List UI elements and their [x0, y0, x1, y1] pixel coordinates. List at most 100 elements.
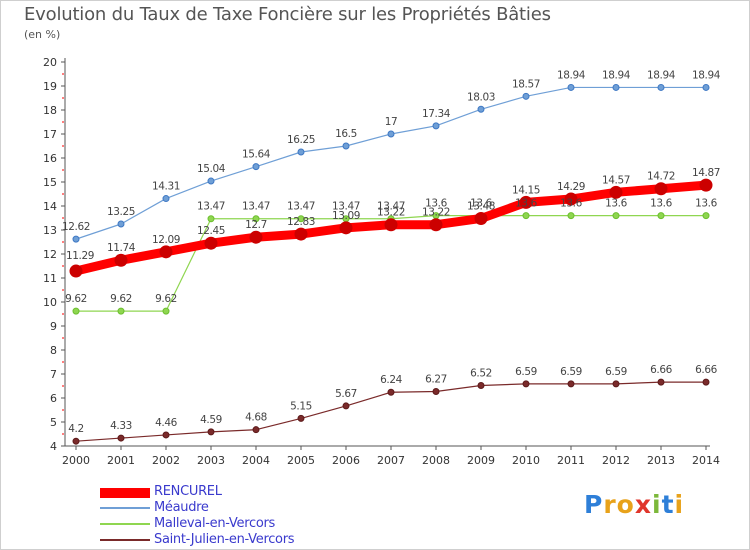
x-tick-label: 2005: [287, 454, 315, 467]
data-point: [657, 378, 665, 386]
legend-item-meaudre: Méaudre: [100, 500, 360, 516]
chart-legend: RENCUREL Méaudre Malleval-en-Vercors Sai…: [100, 484, 360, 548]
y-tick-label: 18: [43, 104, 57, 117]
data-label: 18.03: [467, 91, 495, 103]
legend-label-saint-julien: Saint-Julien-en-Vercors: [154, 532, 295, 547]
data-point: [702, 83, 710, 91]
data-label: 12.45: [197, 225, 225, 237]
x-tick-label: 2007: [377, 454, 405, 467]
y-tick-label: 10: [43, 296, 57, 309]
data-point: [522, 380, 530, 388]
data-point: [702, 212, 710, 220]
data-point: [612, 83, 620, 91]
data-label: 9.62: [110, 293, 132, 305]
y-tick-label: 17: [43, 128, 57, 141]
y-tick-label: 15: [43, 176, 57, 189]
legend-item-saint-julien: Saint-Julien-en-Vercors: [100, 532, 360, 548]
data-point: [252, 163, 260, 171]
logo-letter: x: [634, 490, 652, 519]
data-point: [207, 177, 215, 185]
data-label: 12.83: [287, 216, 315, 228]
data-point: [432, 388, 440, 396]
data-label: 4.59: [200, 414, 222, 426]
x-tick-label: 2009: [467, 454, 495, 467]
x-tick-label: 2006: [332, 454, 360, 467]
data-point: [609, 185, 623, 199]
data-point: [567, 83, 575, 91]
data-label: 9.62: [65, 293, 87, 305]
legend-label-malleval: Malleval-en-Vercors: [154, 516, 275, 531]
data-label: 13.6: [425, 198, 447, 210]
y-tick-label: 4: [50, 440, 57, 453]
data-label: 6.24: [380, 374, 402, 386]
data-label: 18.94: [557, 69, 586, 81]
logo-letter: i: [652, 490, 662, 519]
data-point: [72, 437, 80, 445]
legend-label-rencurel: RENCUREL: [154, 484, 222, 499]
data-label: 13.47: [332, 201, 360, 213]
data-point: [477, 382, 485, 390]
proxiti-logo: Proxiti: [584, 490, 684, 519]
data-point: [432, 122, 440, 130]
y-tick-label: 20: [43, 56, 57, 69]
data-point: [474, 211, 488, 225]
data-label: 14.57: [602, 174, 630, 186]
data-label: 13.6: [560, 198, 582, 210]
data-label: 13.09: [332, 210, 360, 222]
legend-item-rencurel: RENCUREL: [100, 484, 360, 500]
x-tick-label: 2010: [512, 454, 540, 467]
data-label: 13.6: [515, 198, 537, 210]
data-label: 13.6: [650, 198, 672, 210]
x-tick-label: 2001: [107, 454, 135, 467]
data-label: 6.59: [515, 366, 537, 378]
data-point: [249, 230, 263, 244]
data-point: [567, 212, 575, 220]
x-tick-label: 2003: [197, 454, 225, 467]
y-tick-label: 13: [43, 224, 57, 237]
data-point: [72, 235, 80, 243]
data-point: [657, 83, 665, 91]
data-label: 18.94: [602, 69, 631, 81]
data-label: 6.66: [650, 364, 672, 376]
data-label: 18.57: [512, 78, 540, 90]
x-tick-label: 2013: [647, 454, 675, 467]
data-label: 15.04: [197, 163, 226, 175]
x-tick-label: 2002: [152, 454, 180, 467]
data-point: [654, 182, 668, 196]
data-point: [204, 236, 218, 250]
data-point: [342, 402, 350, 410]
data-point: [117, 434, 125, 442]
legend-swatch-meaudre: [100, 507, 150, 509]
y-tick-label: 16: [43, 152, 57, 165]
x-tick-label: 2012: [602, 454, 630, 467]
data-label: 5.67: [335, 388, 357, 400]
data-label: 13.22: [377, 207, 405, 219]
data-label: 6.27: [425, 374, 447, 386]
data-label: 4.33: [110, 420, 132, 432]
data-label: 13.6: [605, 198, 627, 210]
data-label: 13.22: [422, 207, 450, 219]
data-label: 15.64: [242, 149, 271, 161]
legend-swatch-malleval: [100, 523, 150, 525]
data-label: 13.47: [197, 201, 225, 213]
data-point: [387, 388, 395, 396]
data-label: 11.74: [107, 242, 136, 254]
data-point: [612, 380, 620, 388]
data-label: 17: [385, 116, 398, 128]
legend-swatch-saint-julien: [100, 539, 150, 541]
y-tick-label: 14: [43, 200, 57, 213]
data-point: [252, 215, 260, 223]
data-point: [294, 227, 308, 241]
data-point: [117, 220, 125, 228]
logo-letter: o: [616, 490, 635, 519]
data-label: 14.31: [152, 181, 180, 193]
data-point: [297, 414, 305, 422]
data-point: [477, 105, 485, 113]
data-point: [72, 307, 80, 315]
legend-item-malleval: Malleval-en-Vercors: [100, 516, 360, 532]
x-tick-label: 2008: [422, 454, 450, 467]
data-label: 6.59: [605, 366, 627, 378]
data-label: 12.09: [152, 234, 180, 246]
data-point: [69, 264, 83, 278]
